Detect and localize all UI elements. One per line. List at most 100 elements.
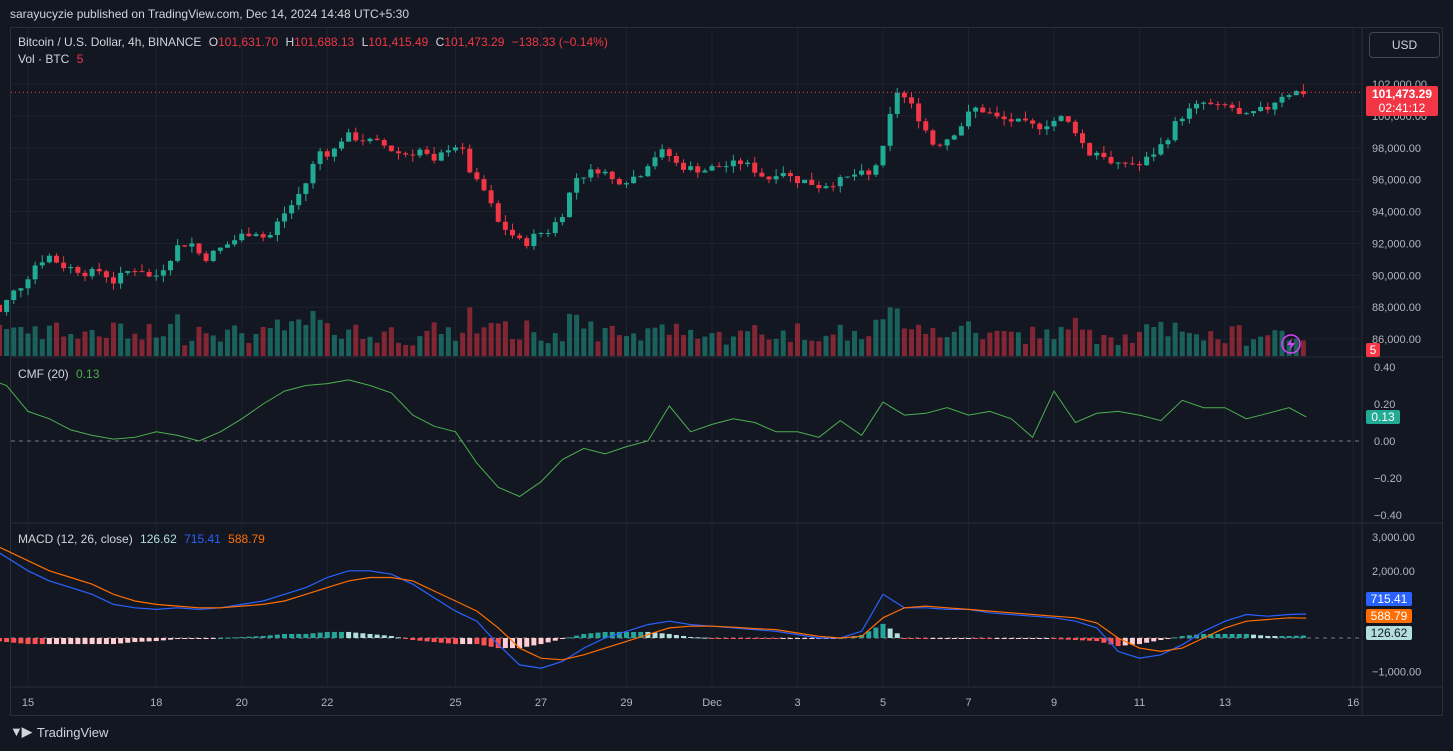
- volume-bar: [289, 321, 295, 356]
- candle-body: [844, 176, 850, 178]
- candle-body: [331, 148, 337, 157]
- date-tick-label: 11: [1134, 697, 1145, 709]
- macd-title[interactable]: MACD (12, 26, close): [18, 532, 133, 546]
- volume-bar: [360, 338, 366, 356]
- volume-bar: [787, 341, 793, 356]
- volume-bar: [666, 334, 672, 356]
- volume-bar: [688, 329, 694, 356]
- macd-hist-bar: [1051, 638, 1057, 640]
- volume-title[interactable]: Vol · BTC: [18, 52, 70, 66]
- candle-body: [773, 176, 779, 180]
- candle-body: [631, 176, 637, 184]
- macd-hist-bar: [1137, 638, 1142, 645]
- volume-bar: [1072, 317, 1078, 356]
- macd-hist-bar: [966, 638, 971, 639]
- candle-body: [168, 260, 173, 271]
- date-tick-label: 27: [535, 697, 547, 709]
- currency-button[interactable]: USD: [1369, 32, 1440, 58]
- macd-hist-bar: [324, 631, 330, 638]
- cmf-tick-label: 0.20: [1374, 399, 1395, 411]
- candle-body: [980, 107, 986, 113]
- volume-bar: [695, 338, 701, 356]
- symbol-title[interactable]: Bitcoin / U.S. Dollar, 4h, BINANCE: [18, 35, 202, 49]
- volume-bar: [1080, 329, 1085, 356]
- macd-hist-bar: [809, 638, 815, 640]
- macd-hist-bar: [545, 638, 551, 643]
- candle-body: [802, 179, 808, 184]
- macd-hist-bar: [267, 635, 273, 638]
- macd-hist-bar: [958, 638, 964, 639]
- macd-hist-bar: [517, 638, 523, 649]
- candle-body: [1122, 162, 1128, 164]
- macd-hist-bar: [923, 638, 929, 640]
- macd-hist-bar: [225, 637, 230, 639]
- candle-body: [1201, 102, 1207, 104]
- macd-hist-bar: [552, 638, 558, 641]
- candle-body: [730, 160, 736, 167]
- volume-bar: [1015, 332, 1021, 356]
- volume-bar: [852, 330, 857, 356]
- macd-hist-bar: [916, 638, 922, 639]
- volume-bar: [189, 340, 195, 356]
- candle-body: [61, 262, 67, 269]
- candle-body: [25, 279, 31, 289]
- price-tick-label: 96,000.00: [1372, 175, 1421, 187]
- macd-hist-bar: [638, 631, 644, 638]
- macd-hist-bar: [1208, 633, 1214, 638]
- volume-bar: [453, 340, 458, 356]
- volume-bar: [645, 328, 651, 356]
- candle-body: [417, 149, 423, 156]
- cmf-legend: CMF (20) 0.13: [18, 367, 103, 381]
- alert-lightning-icon: [1281, 334, 1301, 354]
- macd-signal-line: [0, 546, 1307, 661]
- macd-hist-bar: [688, 636, 694, 638]
- macd-hist-bar: [339, 631, 344, 638]
- volume-bar: [153, 337, 159, 356]
- volume-bar: [1165, 336, 1171, 356]
- volume-bar: [353, 324, 359, 356]
- bar-countdown: 02:41:12: [1378, 101, 1426, 115]
- candle-body: [624, 183, 629, 185]
- macd-hist-bar: [132, 638, 138, 643]
- volume-bar: [1194, 334, 1199, 356]
- volume-bar: [210, 335, 216, 356]
- volume-bar: [246, 343, 252, 356]
- macd-hist-bar: [1215, 633, 1221, 638]
- macd-hist-bar: [374, 634, 380, 638]
- volume-bar: [1023, 343, 1028, 356]
- candle-body: [545, 233, 551, 235]
- macd-hist-bar: [937, 638, 943, 640]
- candle-body: [595, 169, 601, 174]
- volume-bar: [973, 332, 979, 356]
- date-tick-label: 22: [321, 697, 333, 709]
- tradingview-logo[interactable]: ▼▶ TradingView: [10, 724, 108, 740]
- candle-body: [616, 179, 622, 185]
- candle-body: [1115, 162, 1121, 164]
- macd-hist-bar: [1001, 638, 1007, 640]
- candle-body: [1044, 126, 1050, 130]
- volume-bar: [175, 314, 181, 356]
- volume-bar: [673, 323, 679, 356]
- macd-hist-bar: [1229, 633, 1235, 638]
- volume-bar: [716, 331, 722, 356]
- macd-hist-bar: [1186, 635, 1192, 638]
- macd-hist-bar: [1258, 635, 1264, 638]
- candle-body: [495, 203, 501, 222]
- volume-bar: [111, 322, 116, 356]
- volume-bar: [759, 334, 765, 356]
- volume-bar: [68, 333, 74, 356]
- candle-body: [1030, 120, 1036, 124]
- candle-body: [353, 132, 359, 141]
- ohlc-l-label: L: [361, 35, 369, 49]
- volume-bar: [830, 334, 836, 356]
- macd-hist-bar: [1279, 635, 1285, 638]
- macd-hist-bar: [887, 628, 893, 638]
- volume-bar: [987, 332, 993, 356]
- volume-bar: [1087, 329, 1093, 356]
- candle-body: [68, 266, 74, 269]
- volume-bar: [809, 340, 815, 356]
- cmf-title[interactable]: CMF (20): [18, 367, 69, 381]
- candle-body: [709, 166, 715, 171]
- candle-body: [1265, 106, 1271, 110]
